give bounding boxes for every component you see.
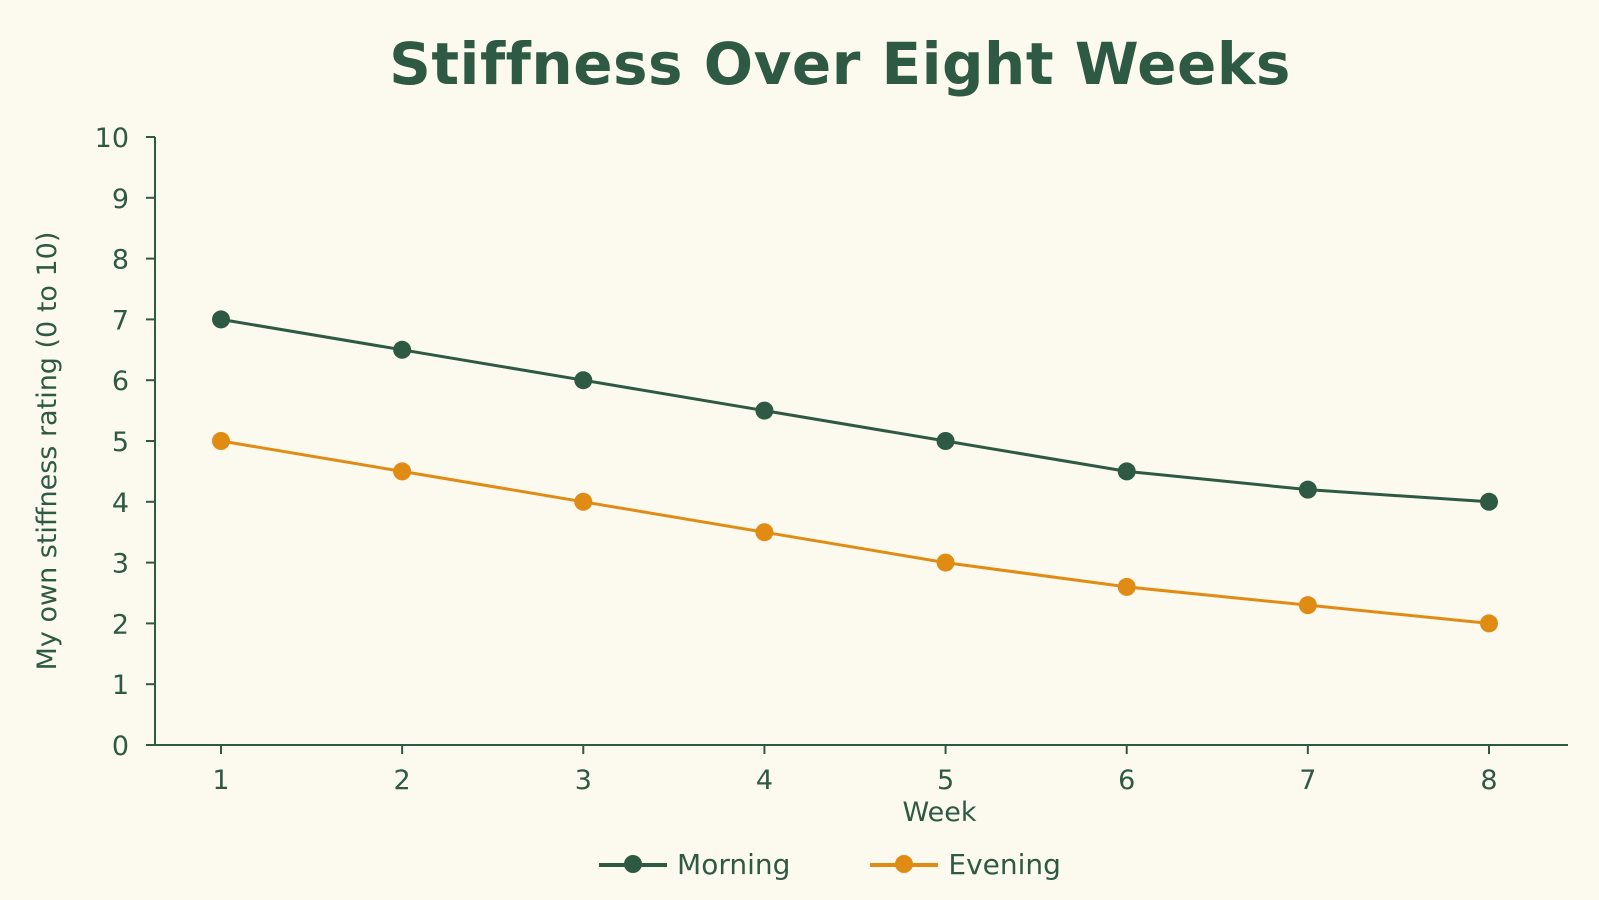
series-line-morning: [220, 317, 1490, 504]
x-tick-label: 8: [1480, 765, 1497, 796]
data-point-evening: [574, 492, 593, 511]
data-point-morning: [212, 310, 230, 329]
data-point-morning: [1480, 492, 1498, 511]
series-morning: [212, 310, 1498, 511]
data-point-morning: [755, 401, 774, 420]
y-tick-label: 3: [112, 549, 129, 580]
data-point-morning: [1117, 462, 1136, 481]
data-point-morning: [393, 340, 412, 359]
series: [212, 310, 1498, 633]
y-tick-label: 9: [112, 184, 129, 215]
y-tick-label: 4: [112, 488, 129, 519]
x-tick-label: 4: [756, 765, 773, 796]
data-point-evening: [936, 553, 955, 572]
x-tick-label: 3: [575, 765, 592, 796]
y-axis-title: My own stiffness rating (0 to 10): [32, 232, 63, 671]
legend-item-evening: Evening: [870, 848, 1061, 881]
x-tick-label: 7: [1299, 765, 1316, 796]
axes: [154, 137, 1568, 746]
y-tick-label: 7: [112, 305, 129, 336]
y-tick-label: 1: [112, 670, 129, 701]
legend-swatch-morning: [599, 854, 668, 873]
y-tick-label: 5: [112, 427, 129, 458]
series-evening: [212, 432, 1498, 633]
data-point-morning: [574, 371, 593, 390]
data-point-morning: [1298, 480, 1317, 499]
legend-label-morning: Morning: [677, 848, 791, 881]
x-tick-label: 6: [1118, 765, 1135, 796]
x-tick-label: 1: [212, 765, 229, 796]
legend-swatch-evening: [870, 854, 939, 873]
y-tick-label: 2: [112, 609, 129, 640]
legend-label-evening: Evening: [948, 848, 1061, 881]
x-tick-label: 2: [394, 765, 411, 796]
y-tick-label: 6: [112, 366, 129, 397]
data-point-evening: [1480, 614, 1498, 633]
data-point-evening: [212, 432, 230, 450]
y-ticks: 0 1 2 3 4 5 6 7 8 9 10: [95, 123, 155, 762]
legend-item-morning: Morning: [599, 848, 790, 881]
data-point-evening: [1298, 596, 1317, 615]
legend: Morning Evening: [0, 848, 1599, 881]
series-line-evening: [220, 439, 1490, 625]
data-point-evening: [755, 523, 774, 542]
y-tick-label: 0: [112, 731, 129, 762]
y-tick-label: 10: [95, 123, 129, 154]
x-tick-label: 5: [937, 765, 954, 796]
x-ticks: 1 2 3 4 5 6 7 8: [212, 745, 1498, 796]
x-axis-title: Week: [903, 797, 977, 828]
data-point-evening: [393, 462, 412, 481]
data-point-morning: [936, 432, 955, 450]
data-point-evening: [1117, 577, 1136, 596]
y-tick-label: 8: [112, 245, 129, 276]
chart-title: Stiffness Over Eight Weeks: [389, 30, 1291, 98]
